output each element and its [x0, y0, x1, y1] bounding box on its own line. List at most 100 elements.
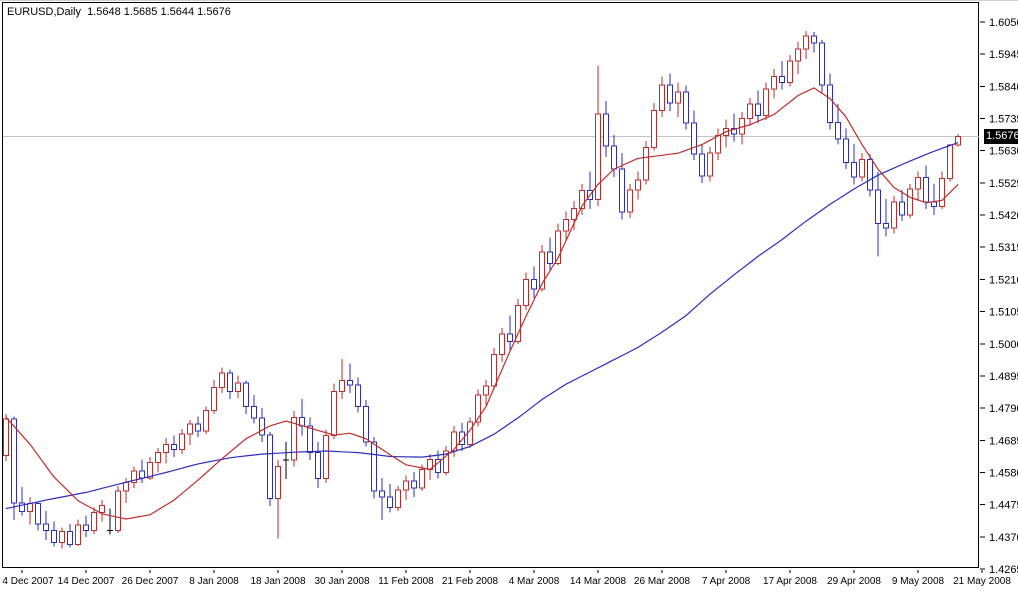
candle[interactable] — [179, 428, 185, 455]
candle[interactable] — [323, 429, 329, 484]
candle[interactable] — [939, 171, 945, 209]
time-axis[interactable] — [2, 570, 980, 592]
candle[interactable] — [35, 501, 41, 531]
candle[interactable] — [27, 496, 33, 525]
candle[interactable] — [523, 272, 529, 311]
candle[interactable] — [163, 438, 169, 464]
plot-area[interactable] — [2, 2, 979, 568]
candle[interactable] — [931, 183, 937, 216]
candle[interactable] — [251, 395, 257, 424]
candle[interactable] — [331, 383, 337, 439]
candle[interactable] — [51, 521, 57, 547]
candle[interactable] — [643, 140, 649, 185]
candle[interactable] — [75, 519, 81, 547]
candle[interactable] — [299, 398, 305, 436]
candle[interactable] — [291, 411, 297, 467]
candle[interactable] — [739, 112, 745, 145]
candle[interactable] — [787, 55, 793, 87]
candle[interactable] — [795, 41, 801, 75]
candle[interactable] — [395, 485, 401, 511]
candle[interactable] — [235, 375, 241, 399]
candle[interactable] — [115, 485, 121, 534]
candle[interactable] — [307, 417, 313, 461]
candle[interactable] — [619, 153, 625, 220]
candle[interactable] — [371, 436, 377, 499]
candle[interactable] — [531, 266, 537, 298]
candle[interactable] — [659, 76, 665, 117]
candle[interactable] — [243, 380, 249, 415]
candle[interactable] — [59, 527, 65, 549]
candle[interactable] — [579, 183, 585, 216]
candle[interactable] — [475, 389, 481, 427]
candle[interactable] — [491, 348, 497, 390]
candle[interactable] — [651, 102, 657, 151]
candle[interactable] — [955, 133, 961, 147]
candle[interactable] — [339, 359, 345, 399]
candle[interactable] — [907, 183, 913, 219]
candle[interactable] — [219, 367, 225, 393]
candle[interactable] — [443, 446, 449, 476]
candle[interactable] — [563, 211, 569, 240]
candle[interactable] — [515, 299, 521, 344]
candle[interactable] — [131, 466, 137, 488]
candle[interactable] — [707, 147, 713, 182]
candle[interactable] — [187, 419, 193, 445]
candle[interactable] — [747, 97, 753, 127]
candle[interactable] — [139, 459, 145, 484]
candle[interactable] — [875, 172, 881, 257]
candle[interactable] — [483, 379, 489, 406]
candle[interactable] — [819, 39, 825, 93]
candle[interactable] — [99, 500, 105, 522]
candle[interactable] — [851, 143, 857, 185]
candle[interactable] — [675, 82, 681, 117]
candle[interactable] — [355, 377, 361, 413]
candle[interactable] — [715, 128, 721, 160]
candle[interactable] — [683, 85, 689, 130]
candle[interactable] — [379, 477, 385, 520]
candle[interactable] — [195, 416, 201, 438]
candle[interactable] — [555, 223, 561, 266]
candle[interactable] — [603, 101, 609, 157]
candle[interactable] — [107, 508, 113, 535]
candle[interactable] — [171, 435, 177, 458]
candle[interactable] — [419, 464, 425, 491]
candle[interactable] — [723, 119, 729, 148]
candle[interactable] — [203, 406, 209, 435]
candle[interactable] — [755, 90, 761, 124]
candle[interactable] — [91, 507, 97, 534]
candle[interactable] — [547, 237, 553, 271]
candle[interactable] — [691, 110, 697, 160]
candle[interactable] — [883, 199, 889, 237]
candle[interactable] — [347, 363, 353, 393]
candle[interactable] — [387, 484, 393, 513]
candle[interactable] — [507, 315, 513, 350]
candle[interactable] — [867, 154, 873, 197]
candle[interactable] — [763, 82, 769, 121]
candle[interactable] — [627, 183, 633, 219]
candle[interactable] — [587, 171, 593, 209]
candle[interactable] — [459, 422, 465, 452]
candle[interactable] — [835, 104, 841, 145]
candle[interactable] — [11, 416, 17, 520]
candle[interactable] — [155, 447, 161, 473]
candle[interactable] — [947, 143, 953, 182]
candle[interactable] — [635, 171, 641, 200]
candle[interactable] — [315, 441, 321, 488]
candle[interactable] — [267, 432, 273, 507]
candle[interactable] — [859, 153, 865, 182]
candle[interactable] — [731, 113, 737, 142]
candle[interactable] — [3, 414, 9, 461]
candle[interactable] — [699, 143, 705, 183]
candle[interactable] — [771, 69, 777, 99]
candle[interactable] — [899, 189, 905, 222]
candle[interactable] — [43, 510, 49, 540]
price-axis[interactable] — [981, 2, 1018, 569]
candle[interactable] — [83, 515, 89, 537]
candle[interactable] — [275, 460, 281, 539]
candle[interactable] — [427, 454, 433, 481]
candle[interactable] — [499, 327, 505, 363]
candle[interactable] — [843, 128, 849, 170]
candle[interactable] — [403, 475, 409, 501]
candle[interactable] — [803, 31, 809, 59]
candle[interactable] — [827, 73, 833, 130]
